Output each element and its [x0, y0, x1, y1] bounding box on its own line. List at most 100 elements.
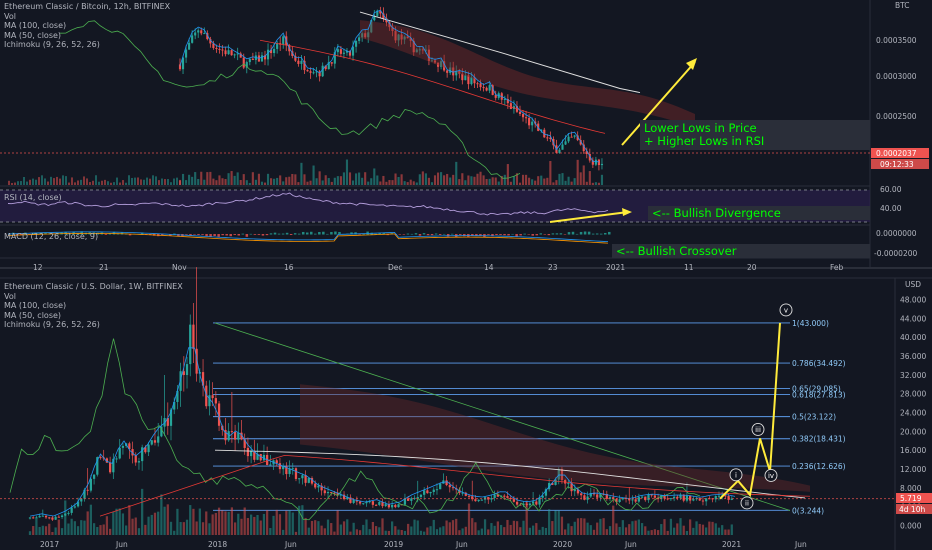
macd-histogram-bar	[185, 234, 188, 235]
top-volume-bar	[585, 181, 588, 185]
top-volume-bar	[342, 172, 345, 185]
bottom-candle	[608, 497, 612, 499]
bottom-volume-bar	[676, 523, 679, 535]
top-candle	[282, 36, 285, 45]
bottom-volume-bar	[105, 516, 109, 535]
top-candle	[400, 34, 403, 40]
bottom-volume-bar	[346, 519, 349, 535]
top-candle	[215, 47, 218, 49]
fib-label: 0.786(34.492)	[792, 359, 846, 368]
top-volume-bar	[77, 180, 79, 185]
top-volume-bar	[364, 172, 367, 185]
bottom-volume-bar	[474, 522, 477, 535]
macd-histogram-bar	[535, 234, 539, 236]
top-volume-bar	[415, 182, 418, 185]
top-volume-bar	[540, 175, 543, 185]
top-volume-bar	[134, 177, 136, 185]
bottom-candle	[80, 498, 83, 502]
bottom-candle	[173, 401, 176, 410]
bottom-volume-bar	[70, 518, 73, 535]
top-volume-bar	[176, 177, 178, 185]
bottom-price-tick: 12.000	[900, 465, 926, 474]
bottom-volume-bar	[471, 518, 474, 535]
top-candle	[521, 113, 525, 118]
top-candle	[597, 159, 600, 166]
bottom-volume-bar	[608, 526, 612, 535]
top-volume-bar	[491, 177, 494, 185]
bottom-time-axis: 2017 Jun 2018 Jun 2019 Jun 2020 Jun 2021…	[40, 540, 807, 549]
top-volume-bar	[35, 179, 37, 185]
bottom-volume-bar	[378, 527, 381, 535]
bottom-volume-bar	[118, 508, 121, 535]
top-time-10: Feb	[830, 263, 844, 272]
macd-histogram-bar	[487, 234, 490, 235]
bottom-volume-bar	[717, 527, 721, 535]
macd-histogram-bar	[430, 234, 434, 236]
bottom-candle	[416, 496, 419, 498]
bottom-volume-bar	[490, 523, 493, 535]
top-volume-bar	[164, 179, 166, 185]
top-candle	[464, 75, 467, 81]
bottom-volume-bar	[28, 531, 32, 535]
top-time-3: 16	[284, 263, 294, 272]
bottom-volume-bar	[256, 515, 259, 535]
top-volume-bar	[179, 179, 181, 185]
bottom-candle	[157, 436, 160, 443]
bottom-volume-bar	[221, 510, 224, 535]
currency-label-top: BTC	[895, 1, 910, 10]
bottom-candle	[628, 498, 631, 501]
bottom-volume-bar	[67, 523, 70, 535]
bottom-volume-bar	[243, 507, 246, 535]
bottom-volume-bar	[137, 528, 141, 535]
bottom-candle	[692, 499, 695, 501]
top-candle	[528, 117, 531, 126]
bottom-candle	[589, 492, 592, 497]
bottom-volume-bar	[528, 527, 532, 535]
bottom-candle	[599, 493, 602, 498]
top-volume-bar	[233, 175, 236, 185]
bottom-price-tick: 20.000	[900, 427, 926, 436]
top-time-2: Nov	[172, 263, 187, 272]
bottom-candle	[618, 499, 621, 502]
bottom-volume-bar	[128, 505, 131, 535]
bottom-candle	[727, 496, 730, 500]
top-volume-bar	[47, 181, 49, 185]
macd-histogram-bar	[257, 234, 261, 235]
top-volume-bar	[315, 178, 318, 185]
macd-histogram-bar	[221, 234, 224, 236]
bottom-candle	[580, 493, 583, 496]
top-candle	[178, 64, 182, 70]
bottom-candle	[647, 494, 650, 501]
top-volume-bar	[236, 172, 239, 185]
top-candle	[531, 121, 534, 126]
top-volume-bar	[107, 181, 109, 185]
bottom-volume-bar	[304, 517, 307, 535]
top-volume-bar	[227, 173, 230, 185]
top-volume-bar	[68, 182, 70, 185]
bottom-candle	[262, 454, 266, 461]
top-volume-bar	[80, 179, 82, 185]
bottom-volume-bar	[211, 514, 214, 535]
price-tick-top-2: 0.0002500	[876, 112, 917, 121]
macd-histogram-bar	[587, 231, 591, 235]
bottom-volume-bar	[374, 526, 378, 535]
top-candle	[218, 48, 221, 50]
top-candle	[409, 38, 412, 41]
bottom-volume-bar	[278, 514, 282, 535]
rsi-legend: RSI (14, close)	[4, 193, 62, 203]
top-lagging-span	[59, 20, 521, 179]
top-volume-bar	[263, 182, 267, 185]
top-candle	[543, 129, 546, 138]
macd-histogram-bar	[446, 234, 450, 237]
macd-histogram-bar	[463, 234, 466, 237]
macd-histogram-bar	[318, 232, 321, 235]
macd-histogram-bar	[128, 234, 132, 236]
top-volume-bar	[573, 178, 576, 185]
bottom-volume-bar	[371, 521, 375, 535]
macd-histogram-bar	[459, 234, 462, 235]
bottom-volume-bar	[692, 527, 695, 535]
bottom-candle	[134, 455, 137, 463]
bottom-candle	[557, 469, 560, 480]
bottom-volume-bar	[249, 514, 253, 535]
